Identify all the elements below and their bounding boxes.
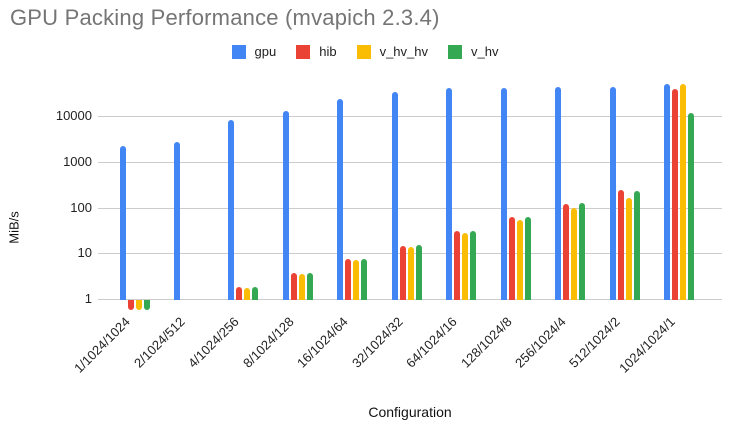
bar-gpu-128/1024/8[interactable]: [500, 87, 507, 300]
legend-swatch-v_hv_hv: [356, 44, 371, 59]
chart-title: GPU Packing Performance (mvapich 2.3.4): [10, 5, 440, 30]
legend-item-v_hv[interactable]: v_hv: [448, 44, 498, 59]
bar-hib-64/1024/16[interactable]: [454, 231, 461, 300]
bar-v_hv-32/1024/32[interactable]: [415, 245, 422, 300]
bar-v_hv-4/1024/256[interactable]: [252, 286, 259, 300]
x-tick-label: 16/1024/64: [294, 314, 351, 371]
legend: gpu hib v_hv_hv v_hv: [0, 44, 730, 59]
legend-swatch-gpu: [231, 44, 246, 59]
bar-v_hv-64/1024/16[interactable]: [470, 231, 477, 300]
x-axis-labels: 1/1024/1024 2/1024/512 4/1024/256 8/1024/12…: [71, 300, 722, 400]
bar-v_hv_hv-16/1024/64[interactable]: [353, 260, 360, 300]
bar-v_hv_hv-512/1024/2[interactable]: [625, 197, 632, 300]
legend-label: v_hv: [471, 44, 499, 59]
plot-area: [98, 75, 722, 311]
bar-v_hv-128/1024/8[interactable]: [524, 217, 531, 300]
bar-hib-128/1024/8[interactable]: [508, 217, 515, 300]
bar-gpu-64/1024/16[interactable]: [446, 88, 453, 300]
bar-v_hv-1024/1024/1[interactable]: [688, 112, 694, 300]
bar-v_hv_hv-32/1024/32[interactable]: [407, 246, 414, 300]
gridline: [98, 116, 722, 118]
x-tick-label: 1024/1024/1: [615, 314, 678, 376]
bar-v_hv_hv-128/1024/8[interactable]: [516, 220, 523, 300]
bar-v_hv-512/1024/2[interactable]: [633, 191, 640, 300]
bar-gpu-1/1024/1024[interactable]: [119, 146, 126, 300]
x-tick-label: 64/1024/16: [403, 314, 460, 371]
legend-label: v_hv_hv: [379, 44, 428, 59]
bar-gpu-2/1024/512[interactable]: [173, 142, 180, 300]
bar-v_hv-16/1024/64[interactable]: [361, 259, 368, 300]
y-axis-title: MiB/s: [6, 211, 22, 244]
bar-v_hv_hv-64/1024/16[interactable]: [462, 233, 469, 300]
bar-hib-32/1024/32[interactable]: [399, 245, 406, 300]
x-tick-label: 256/1024/4: [512, 314, 569, 371]
bar-v_hv_hv-1/1024/1024[interactable]: [135, 300, 142, 311]
x-axis-title: Configuration: [368, 404, 452, 420]
y-axis-ticks: 1 10 100 1000 10000: [0, 75, 92, 306]
x-tick-label: 128/1024/8: [457, 314, 515, 371]
bar-v_hv_hv-256/1024/4[interactable]: [571, 207, 578, 300]
x-tick-label: 4/1024/256: [185, 314, 243, 371]
legend-item-v_hv_hv[interactable]: v_hv_hv: [356, 44, 428, 59]
bar-hib-8/1024/128[interactable]: [290, 273, 297, 300]
y-tick-label: 1000: [63, 153, 92, 169]
x-tick-label: 32/1024/32: [348, 314, 406, 371]
x-tick-label: 512/1024/2: [566, 314, 624, 371]
bar-hib-512/1024/2[interactable]: [617, 190, 624, 300]
bar-v_hv_hv-8/1024/128[interactable]: [298, 273, 305, 300]
bar-v_hv-256/1024/4[interactable]: [579, 203, 586, 300]
gridline: [98, 207, 722, 209]
bar-v_hv_hv-4/1024/256[interactable]: [244, 287, 251, 300]
bar-hib-1024/1024/1[interactable]: [672, 88, 678, 300]
bar-gpu-16/1024/64[interactable]: [337, 99, 344, 300]
legend-label: gpu: [254, 44, 277, 59]
y-tick-label: 1: [84, 291, 92, 306]
bar-hib-256/1024/4[interactable]: [563, 204, 570, 300]
legend-swatch-hib: [296, 44, 311, 59]
bar-gpu-1024/1024/1[interactable]: [664, 84, 670, 300]
bar-gpu-256/1024/4[interactable]: [555, 86, 562, 300]
x-tick-label: 8/1024/128: [239, 314, 297, 371]
bar-gpu-512/1024/2[interactable]: [609, 87, 616, 300]
bar-hib-16/1024/64[interactable]: [345, 259, 352, 300]
bar-gpu-8/1024/128[interactable]: [282, 110, 289, 300]
legend-label: hib: [319, 44, 337, 59]
x-tick-label: 2/1024/512: [130, 314, 188, 371]
legend-item-hib[interactable]: hib: [296, 44, 337, 59]
y-tick-label: 10: [77, 245, 92, 261]
x-tick-label: 1/1024/1024: [71, 314, 134, 376]
bar-hib-1/1024/1024[interactable]: [127, 300, 134, 311]
legend-swatch-v_hv: [448, 44, 462, 59]
legend-item-gpu[interactable]: gpu: [231, 44, 277, 59]
bar-hib-4/1024/256[interactable]: [236, 287, 243, 300]
y-tick-label: 10000: [55, 108, 92, 124]
bar-v_hv_hv-1024/1024/1[interactable]: [680, 84, 686, 300]
bar-v_hv-1/1024/1024[interactable]: [143, 300, 150, 311]
bar-gpu-32/1024/32[interactable]: [391, 92, 398, 300]
y-tick-label: 100: [70, 199, 92, 215]
bar-gpu-4/1024/256[interactable]: [228, 119, 235, 300]
bar-v_hv-8/1024/128[interactable]: [306, 273, 313, 300]
gridline: [98, 161, 722, 163]
